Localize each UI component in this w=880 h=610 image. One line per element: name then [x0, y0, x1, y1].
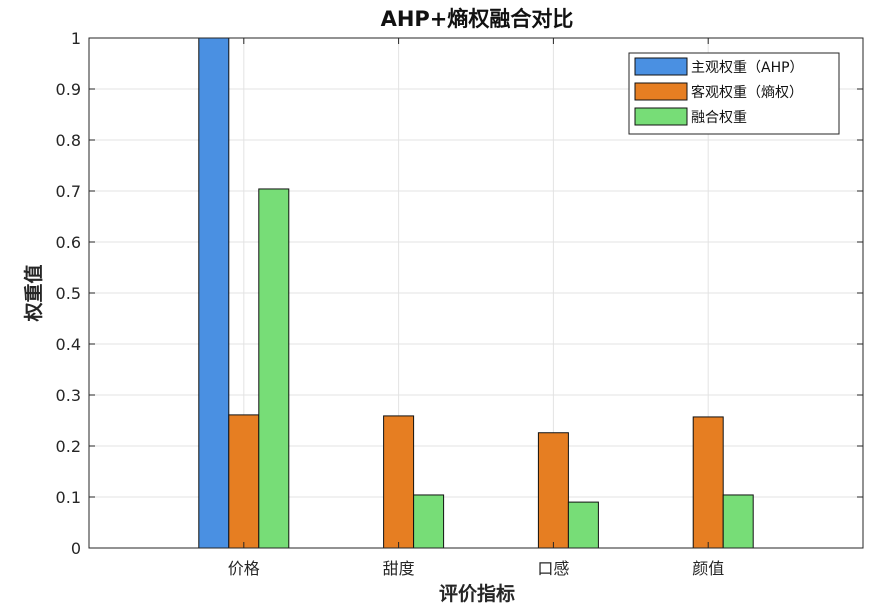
y-tick-label: 0.4 [56, 335, 81, 354]
legend-swatch [634, 107, 688, 126]
bar [692, 416, 724, 549]
bar [567, 501, 599, 549]
legend-swatch [634, 82, 688, 101]
y-tick-label: 1 [71, 29, 81, 48]
y-tick-label: 0.6 [56, 233, 81, 252]
legend-label: 主观权重（AHP） [691, 60, 804, 76]
legend-label: 客观权重（熵权） [691, 84, 803, 101]
bar [228, 414, 260, 549]
bar [258, 188, 290, 549]
y-tick-label: 0.3 [56, 386, 81, 405]
y-tick-label: 0.8 [56, 131, 81, 150]
y-tick-label: 0 [71, 539, 81, 558]
y-tick-label: 0.9 [56, 80, 81, 99]
bar [537, 432, 569, 549]
x-tick-label: 口感 [537, 559, 569, 578]
y-axis-ticks: 0 0.1 0.2 0.3 0.4 0.5 0.6 0.7 0.8 0.9 1 [56, 29, 863, 558]
bar [383, 415, 415, 549]
legend-swatch [634, 57, 688, 76]
x-axis-label: 评价指标 [439, 583, 515, 605]
y-tick-label: 0.5 [56, 284, 81, 303]
x-axis-ticks: 价格 甜度 口感 颜值 [228, 38, 724, 578]
legend: 主观权重（AHP） 客观权重（熵权） 融合权重 [628, 52, 840, 135]
bar [722, 494, 754, 549]
bar [198, 37, 230, 549]
x-tick-label: 颜值 [692, 559, 724, 578]
bar [413, 494, 445, 549]
y-tick-label: 0.2 [56, 437, 81, 456]
y-tick-label: 0.7 [56, 182, 81, 201]
chart-title: AHP+熵权融合对比 [381, 7, 574, 31]
y-tick-label: 0.1 [56, 488, 81, 507]
x-tick-label: 甜度 [383, 559, 415, 578]
x-tick-label: 价格 [228, 559, 260, 578]
y-axis-label: 权重值 [22, 264, 45, 322]
legend-label: 融合权重 [691, 110, 747, 126]
